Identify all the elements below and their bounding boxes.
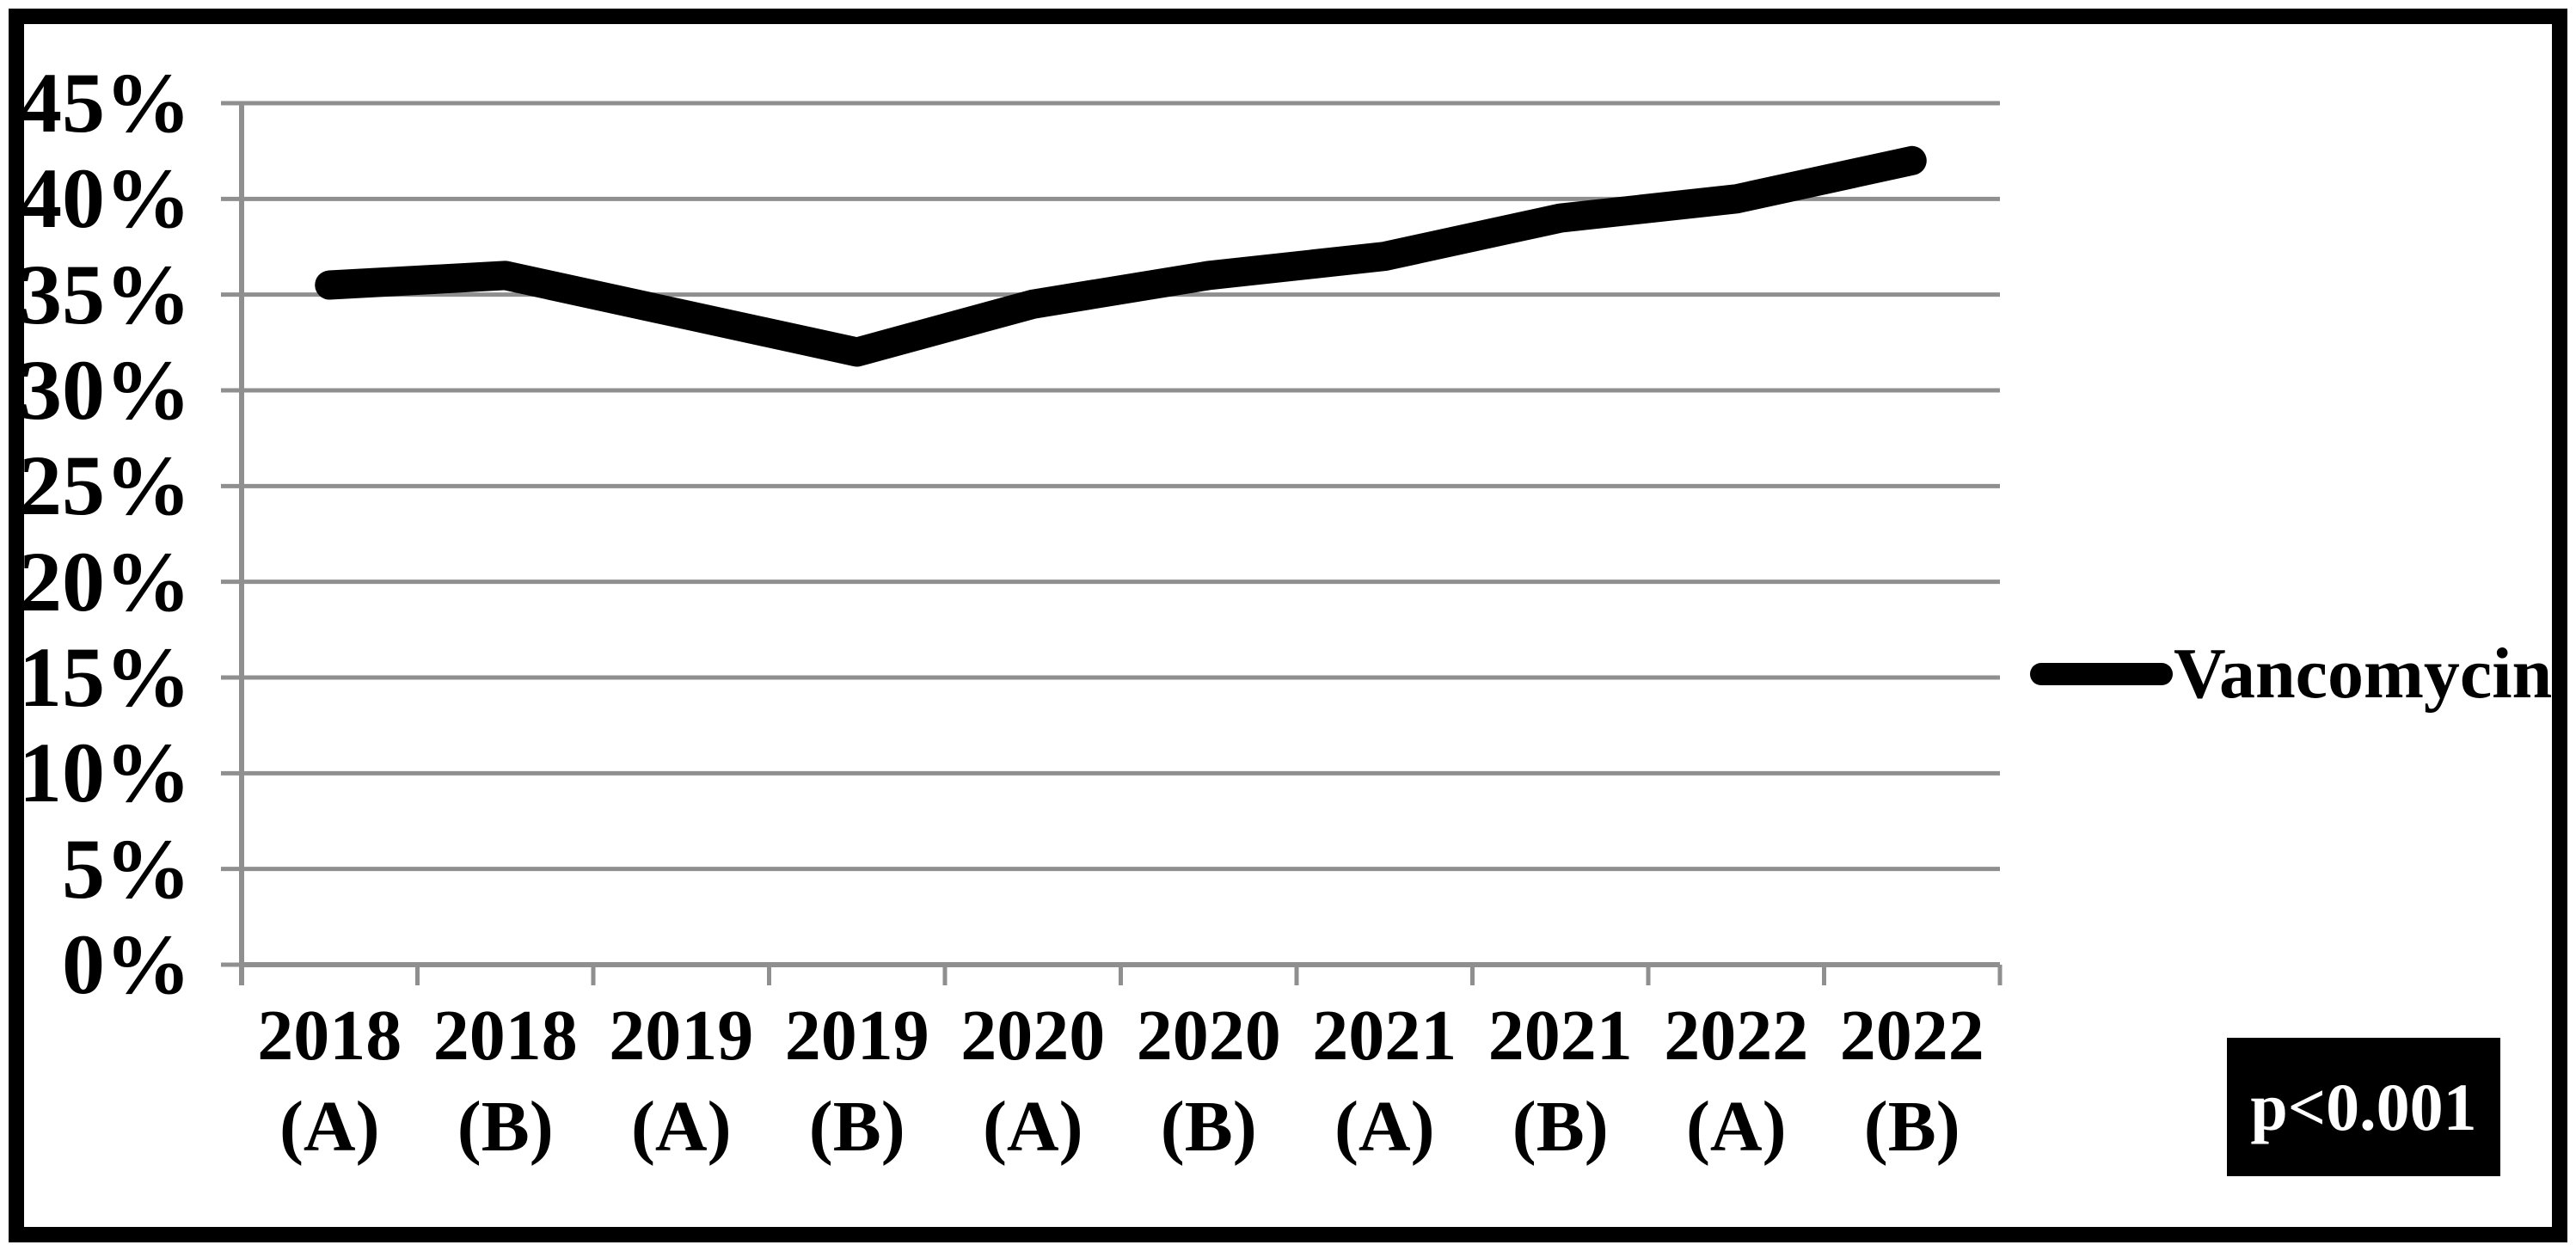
- data-line-vancomycin: [315, 145, 1927, 367]
- x-tick-label-line: (A): [1685, 1087, 1787, 1167]
- x-tick-label: 2021 (B): [1457, 990, 1664, 1173]
- x-tick-label: 2018 (B): [402, 990, 609, 1173]
- y-tick-label: 5%: [62, 820, 191, 917]
- x-tick-label-line: 2019: [609, 996, 754, 1076]
- x-tick-label-line: (B): [1512, 1087, 1609, 1167]
- x-tick-label: 2020 (B): [1106, 990, 1312, 1173]
- x-tick-label: 2020 (A): [929, 990, 1136, 1173]
- y-tick-label: 45%: [19, 55, 191, 150]
- y-tick-label: 25%: [19, 438, 191, 534]
- x-tick-label-line: 2018: [432, 996, 578, 1076]
- x-tick-label: 2019 (A): [578, 990, 784, 1173]
- x-tick-label-line: 2018: [257, 996, 402, 1076]
- x-tick-label: 2018 (A): [226, 990, 432, 1173]
- legend: Vancomycin: [2029, 633, 2552, 715]
- y-tick-label: 10%: [19, 725, 191, 821]
- x-tick-label: 2022 (B): [1809, 990, 2015, 1173]
- x-tick-label-line: 2021: [1312, 996, 1457, 1076]
- y-tick-label: 15%: [19, 629, 191, 725]
- x-tick-label-line: 2022: [1839, 996, 1984, 1076]
- x-tick-label-line: (A): [279, 1087, 380, 1167]
- x-tick-label-line: (B): [1863, 1087, 1960, 1167]
- x-tick-label: 2019 (B): [754, 990, 960, 1173]
- y-tick-label: 35%: [19, 246, 191, 342]
- y-tick-label: 40%: [19, 150, 191, 247]
- x-tick-label: 2022 (A): [1633, 990, 1839, 1173]
- y-tick-label: 0%: [62, 917, 191, 1012]
- x-tick-label-line: 2022: [1664, 996, 1809, 1076]
- x-tick-label-line: 2020: [1136, 996, 1281, 1076]
- x-tick-label-line: (B): [1160, 1087, 1257, 1167]
- x-tick-label-line: 2021: [1487, 996, 1633, 1076]
- x-tick-label-line: (B): [808, 1087, 905, 1167]
- y-tick-label: 30%: [19, 342, 191, 438]
- x-tick-label-line: (A): [982, 1087, 1083, 1167]
- x-tick-label-line: (B): [457, 1087, 554, 1167]
- x-tick-label-line: 2020: [960, 996, 1106, 1076]
- x-tick-label-line: (A): [1334, 1087, 1435, 1167]
- y-tick-label: 20%: [19, 533, 191, 629]
- x-tick-label-line: 2019: [784, 996, 929, 1076]
- legend-label: Vancomycin: [2174, 634, 2553, 714]
- x-tick-label: 2021 (A): [1281, 990, 1487, 1173]
- p-value-annotation: p<0.001: [2227, 1038, 2500, 1176]
- legend-line-swatch: [2030, 663, 2173, 685]
- x-tick-label-line: (A): [630, 1087, 732, 1167]
